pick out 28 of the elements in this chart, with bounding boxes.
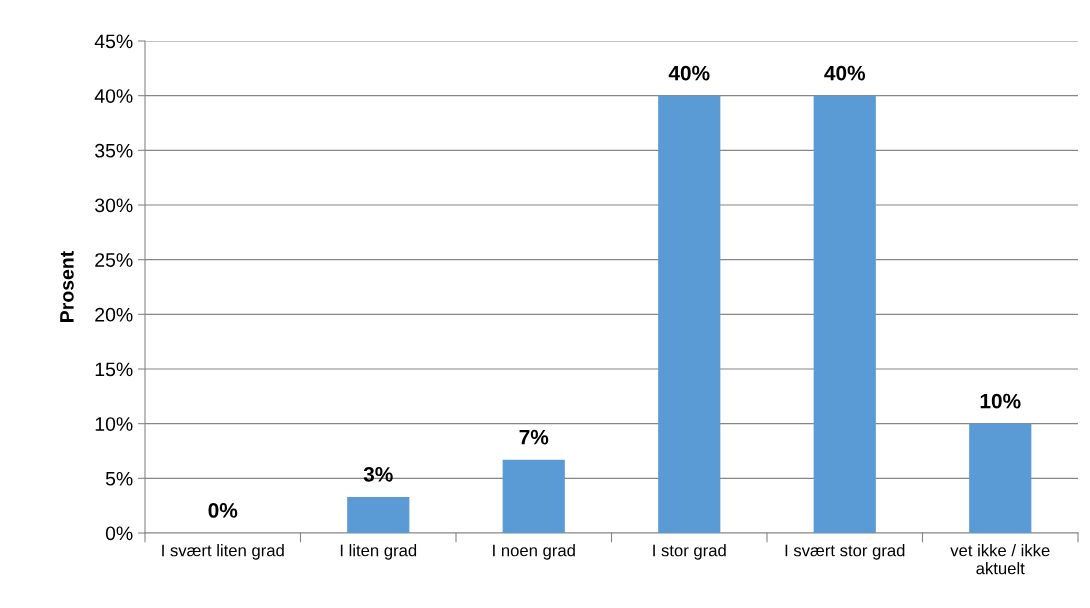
y-tick-label: 45% — [94, 34, 133, 49]
bar — [813, 95, 876, 533]
x-tick-label: vet ikke / ikke aktuelt — [950, 544, 1050, 575]
y-tick-label: 15% — [95, 362, 133, 377]
data-label: 7% — [519, 429, 549, 445]
y-tick-label: 30% — [95, 198, 133, 213]
data-label: 3% — [363, 466, 393, 482]
bar — [502, 459, 565, 533]
bar — [347, 496, 410, 533]
x-tick-label: I liten grad — [340, 544, 417, 560]
x-tick-label: I stor grad — [653, 544, 726, 560]
data-label: 0% — [208, 503, 238, 518]
y-tick-label: 0% — [105, 526, 133, 541]
data-label: 40% — [668, 65, 710, 81]
x-tick-label: I noen grad — [493, 544, 575, 560]
y-tick-label: 40% — [94, 89, 133, 103]
bar — [658, 95, 721, 533]
y-axis-title: Prosent — [60, 251, 74, 322]
y-tick-label: 5% — [105, 471, 133, 486]
x-tick-label: I svært liten grad — [162, 544, 284, 560]
x-tick-label: I svært stor grad — [785, 544, 905, 560]
y-tick-label: 25% — [95, 253, 133, 267]
data-label: 10% — [980, 393, 1021, 409]
y-tick-label: 35% — [95, 143, 133, 158]
bar — [969, 423, 1032, 533]
y-tick-label: 10% — [95, 417, 133, 431]
data-label: 40% — [824, 65, 866, 81]
y-tick-label: 20% — [95, 307, 133, 322]
